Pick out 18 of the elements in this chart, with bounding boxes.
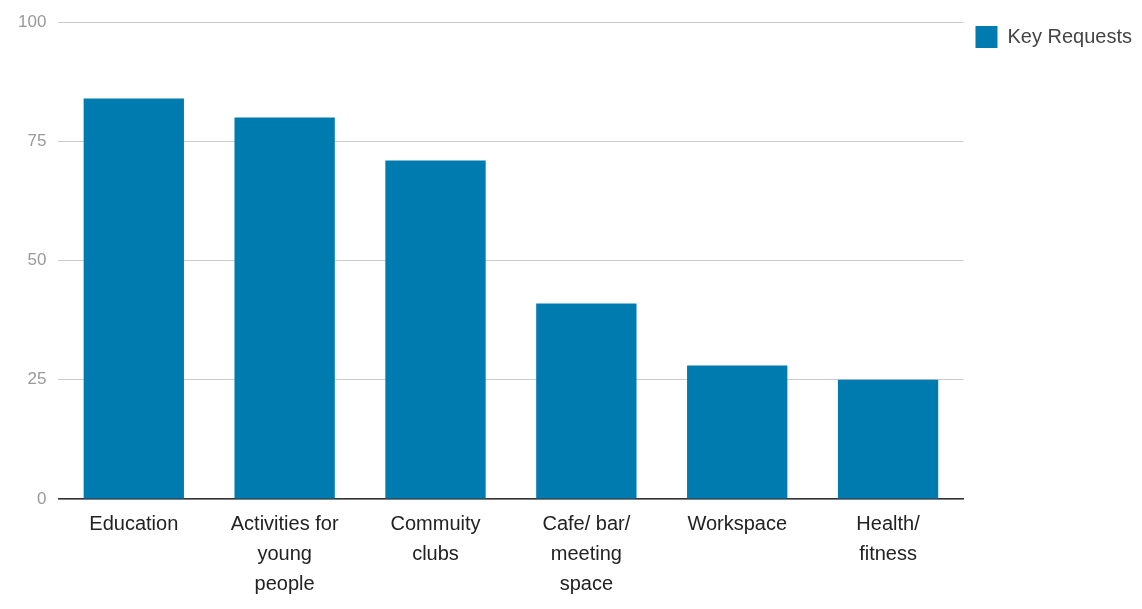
bar [837,379,939,499]
bar [687,365,788,499]
y-tick-label: 100 [17,11,47,31]
bar [234,117,335,499]
x-tick-label: Workspace [687,511,788,534]
x-tick-label: Education [89,511,179,534]
bar [83,98,184,499]
legend-label: Key Requests [1007,24,1132,47]
x-tick-label: Cafe/ bar/ meeting space [542,511,631,594]
x-tick-label: Health/ fitness [856,511,921,564]
x-tick-label: Activities for young people [230,511,339,594]
y-tick-label: 50 [27,250,47,270]
x-tick-label: Commuity clubs [390,511,481,564]
bar [385,160,486,499]
bar [536,303,637,499]
y-tick-label: 0 [36,488,47,508]
y-tick-label: 75 [27,131,47,151]
y-tick-label: 25 [27,369,47,389]
